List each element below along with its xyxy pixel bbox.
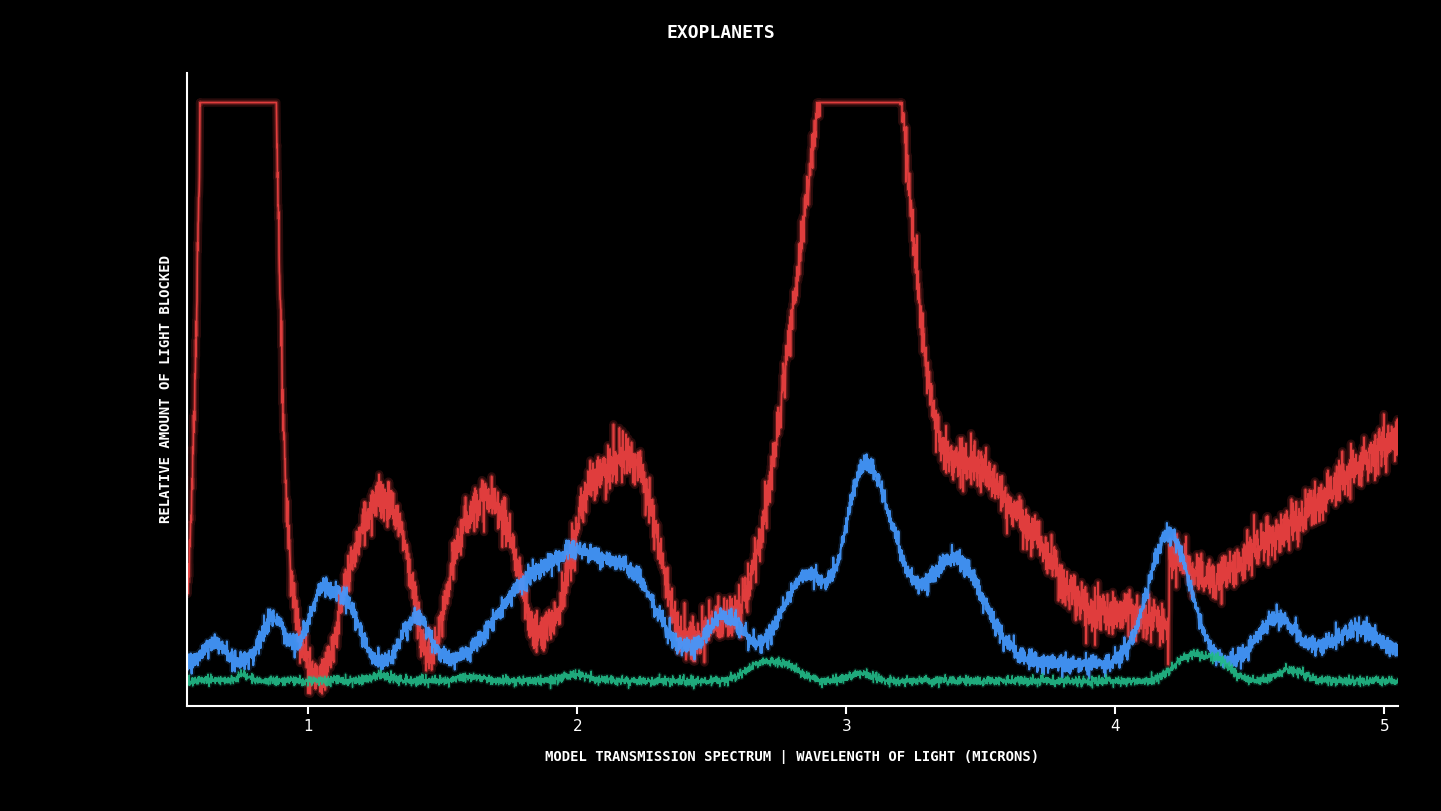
Text: EXOPLANETS: EXOPLANETS xyxy=(666,24,775,42)
Y-axis label: RELATIVE AMOUNT OF LIGHT BLOCKED: RELATIVE AMOUNT OF LIGHT BLOCKED xyxy=(160,255,173,523)
X-axis label: MODEL TRANSMISSION SPECTRUM | WAVELENGTH OF LIGHT (MICRONS): MODEL TRANSMISSION SPECTRUM | WAVELENGTH… xyxy=(546,750,1039,765)
